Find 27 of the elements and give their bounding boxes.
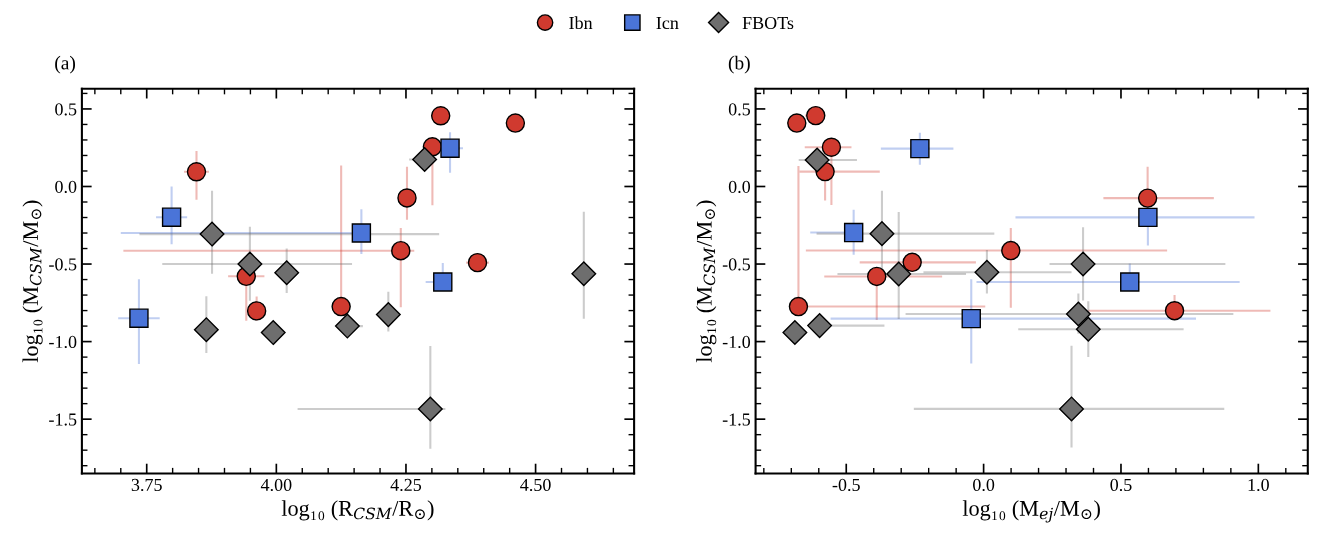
x-tick-label: 3.75	[131, 478, 162, 492]
x-tick-label: 0.5	[1110, 478, 1132, 492]
y-tick-label: -1.5	[722, 413, 751, 426]
y-axis-title: log₁₀ (M$_{CSM}$/M$_{⊙}$)	[22, 200, 43, 363]
y-tick-label: -1.0	[49, 335, 77, 349]
y-tick-label: 0.5	[55, 103, 77, 116]
x-tick-label: -0.5	[832, 478, 860, 492]
chart-title: (a)	[55, 55, 76, 74]
legend-label: FBOTs	[742, 16, 794, 30]
y-tick-label: -0.5	[49, 258, 77, 271]
x-axis-title: log₁₀ (M$_{ej}$/M$_{⊙}$)	[962, 500, 1100, 523]
y-axis-title: log₁₀ (M$_{CSM}$/M$_{⊙}$)	[696, 200, 717, 363]
chart-title: (b)	[728, 55, 750, 74]
y-tick-label: -0.5	[722, 258, 751, 271]
legend-label: Ibn	[569, 16, 593, 30]
x-tick-label: 1.0	[1248, 478, 1269, 492]
x-tick-label: 4.25	[390, 478, 422, 492]
x-tick-label: 4.50	[520, 478, 551, 492]
y-tick-label: -1.0	[722, 335, 751, 349]
y-tick-label: 0.5	[728, 103, 751, 116]
x-tick-label: 0.0	[973, 478, 995, 492]
y-tick-label: -1.5	[49, 413, 77, 426]
y-tick-label: 0.0	[55, 180, 77, 194]
legend-label: Icn	[656, 17, 679, 30]
x-tick-label: 4.00	[260, 478, 292, 492]
y-tick-label: 0.0	[728, 180, 751, 194]
x-axis-title: log₁₀ (R$_{CSM}$/R$_{⊙}$)	[281, 500, 434, 521]
